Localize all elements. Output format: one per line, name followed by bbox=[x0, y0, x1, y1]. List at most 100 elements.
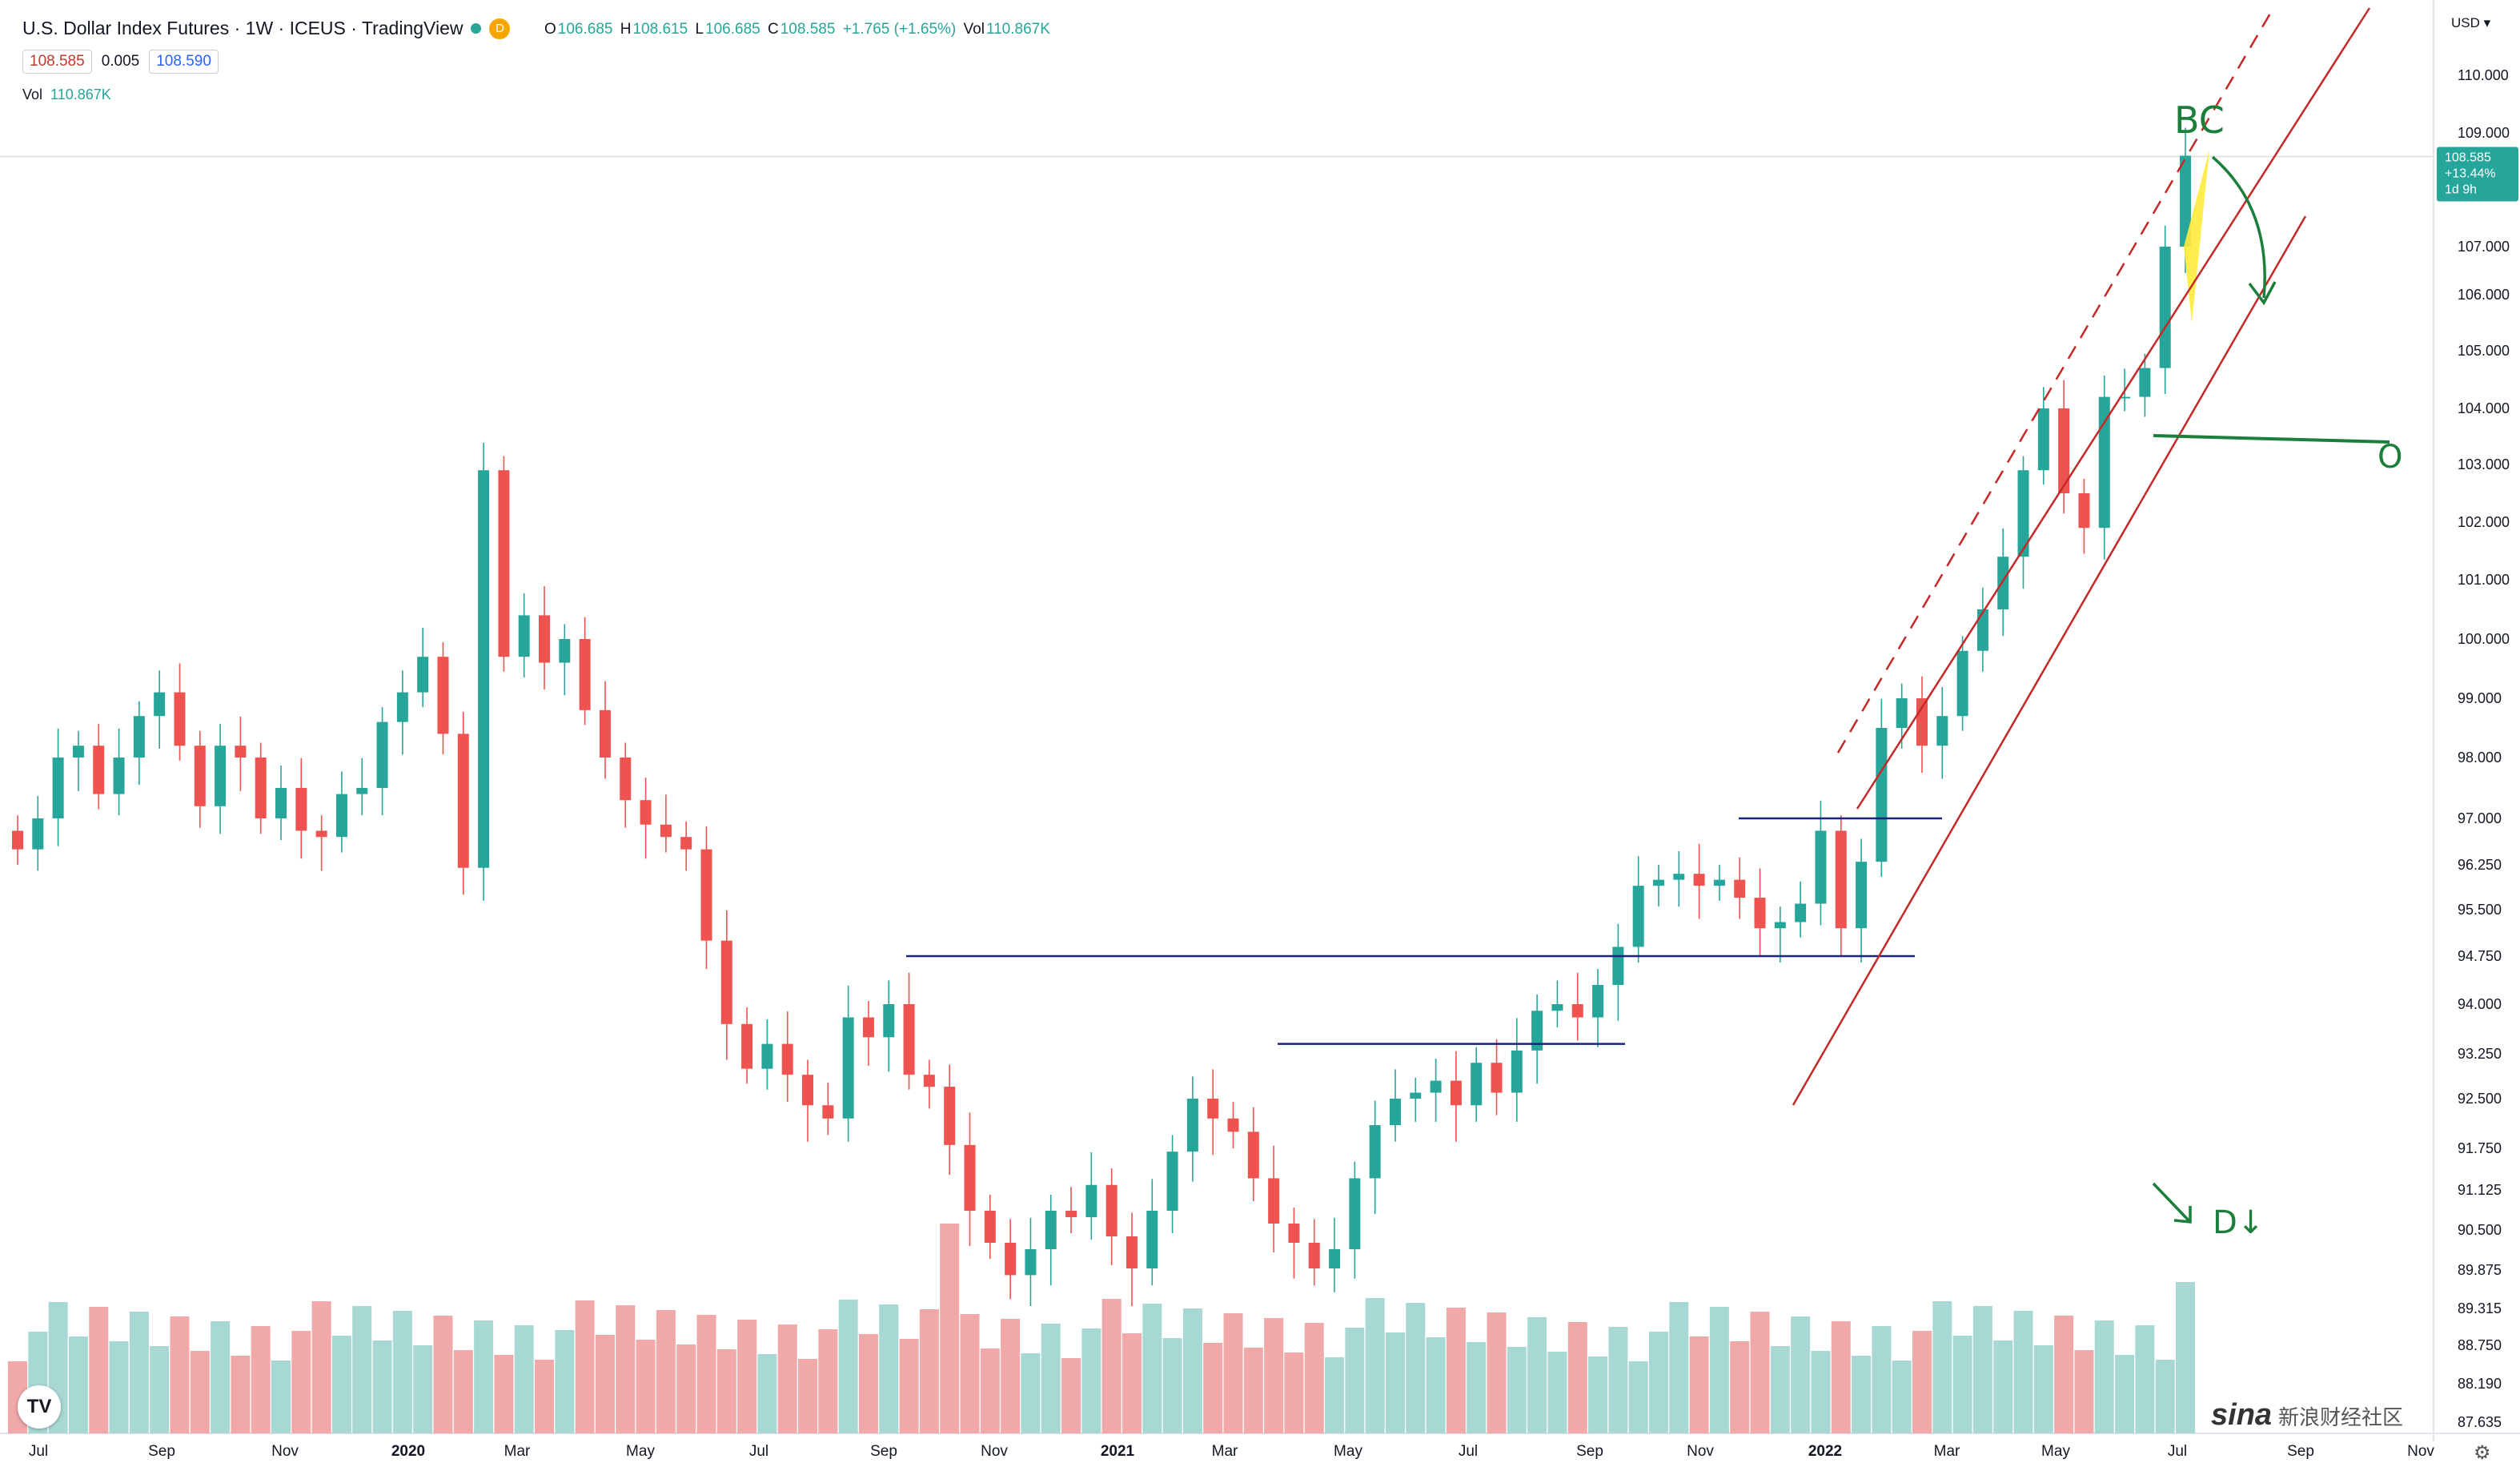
high-value: 108.615 bbox=[632, 21, 688, 38]
time-label: Sep bbox=[2287, 1443, 2314, 1460]
candle-body bbox=[1491, 1063, 1503, 1093]
price-series bbox=[12, 127, 2209, 1306]
candle-body bbox=[1329, 1249, 1341, 1268]
candle-body bbox=[842, 1017, 854, 1119]
candle-body bbox=[1065, 1211, 1077, 1217]
candle-body bbox=[1551, 1004, 1563, 1011]
candle-body bbox=[498, 470, 510, 657]
time-label: Sep bbox=[148, 1443, 175, 1460]
volume-bar bbox=[919, 1309, 939, 1433]
candle-body bbox=[1126, 1236, 1138, 1268]
volume-bar bbox=[433, 1316, 453, 1433]
price-label: 107.000 bbox=[2458, 239, 2510, 255]
volume-bar bbox=[2033, 1345, 2053, 1433]
volume-bar bbox=[89, 1307, 109, 1433]
candle-body bbox=[52, 758, 64, 818]
time-label: Sep bbox=[1576, 1443, 1603, 1460]
price-label: 105.000 bbox=[2458, 343, 2510, 359]
tradingview-logo-icon[interactable]: TV bbox=[18, 1385, 61, 1429]
candle-body bbox=[1369, 1125, 1381, 1179]
time-label: Mar bbox=[504, 1443, 531, 1460]
volume-bar bbox=[1243, 1348, 1263, 1433]
candle-body bbox=[376, 721, 388, 788]
volume-bar bbox=[899, 1339, 919, 1433]
volume-bar bbox=[858, 1334, 878, 1433]
volume-bar bbox=[1304, 1323, 1324, 1433]
volume-bar bbox=[1527, 1317, 1547, 1433]
candle-body bbox=[1166, 1151, 1178, 1211]
volume-bar bbox=[2155, 1360, 2175, 1433]
volume-bar bbox=[1021, 1353, 1041, 1433]
candle-body bbox=[174, 692, 186, 746]
volume-bar bbox=[1365, 1298, 1385, 1433]
sell-button[interactable]: 108.585 bbox=[22, 50, 92, 74]
volume-bar bbox=[1142, 1304, 1162, 1433]
gear-icon[interactable]: ⚙ bbox=[2474, 1442, 2491, 1464]
candle-body bbox=[1389, 1099, 1401, 1126]
candle-body bbox=[2078, 493, 2090, 529]
time-label: Mar bbox=[1212, 1443, 1238, 1460]
candle-body bbox=[1876, 728, 1888, 862]
candle-body bbox=[1815, 830, 1827, 904]
volume-legend[interactable]: Vol 110.867K bbox=[22, 86, 111, 102]
volume-bar bbox=[1385, 1332, 1405, 1433]
volume-bar bbox=[838, 1300, 858, 1433]
volume-bar bbox=[2135, 1325, 2155, 1433]
time-label: Sep bbox=[870, 1443, 897, 1460]
last-price-tag-text: 108.585 bbox=[2445, 151, 2491, 164]
delayed-badge[interactable]: D bbox=[489, 18, 511, 39]
candle-body bbox=[720, 940, 732, 1024]
candle-body bbox=[741, 1023, 753, 1069]
volume-bar bbox=[1852, 1356, 1872, 1433]
volume-bar bbox=[1831, 1321, 1851, 1433]
volume-bar bbox=[1203, 1343, 1223, 1433]
last-price-tag-text: 1d 9h bbox=[2445, 183, 2477, 196]
annotation-down-arrow bbox=[2211, 155, 2266, 299]
low-value: 106.685 bbox=[705, 21, 760, 38]
candle-body bbox=[356, 788, 368, 794]
candle-body bbox=[1247, 1131, 1259, 1179]
candle-body bbox=[660, 824, 672, 838]
candle-body bbox=[1531, 1011, 1543, 1051]
candle-body bbox=[335, 794, 347, 838]
candle-body bbox=[215, 746, 227, 806]
candle-body bbox=[1106, 1184, 1118, 1236]
candle-body bbox=[680, 837, 692, 850]
price-label: 103.000 bbox=[2458, 456, 2510, 472]
candle-body bbox=[2058, 408, 2070, 493]
price-label: 87.635 bbox=[2458, 1414, 2502, 1430]
symbol-title[interactable]: U.S. Dollar Index Futures · 1W · ICEUS ·… bbox=[22, 18, 463, 38]
price-label: 98.000 bbox=[2458, 750, 2502, 766]
watermark: sina 新浪财经社区 bbox=[2211, 1398, 2404, 1432]
candle-body bbox=[1936, 716, 1948, 746]
candle-body bbox=[1085, 1184, 1097, 1217]
buy-button[interactable]: 108.590 bbox=[149, 50, 219, 74]
annotation-bc: BC bbox=[2174, 98, 2225, 142]
candle-body bbox=[1045, 1211, 1057, 1249]
candle-body bbox=[559, 639, 571, 663]
price-axis: USD ▾ 110.000 109.000 107.000 106.000 105.000… bbox=[2437, 15, 2518, 1430]
volume-series bbox=[8, 1224, 2195, 1433]
volume-bar bbox=[251, 1326, 271, 1433]
price-label: 96.250 bbox=[2458, 857, 2502, 873]
volume-bar bbox=[636, 1340, 656, 1433]
candle-body bbox=[2180, 155, 2191, 247]
candle-body bbox=[1896, 698, 1908, 728]
volume-bar bbox=[2115, 1355, 2135, 1433]
candle-body bbox=[1856, 862, 1868, 929]
volume-bar bbox=[1952, 1336, 1972, 1433]
candle-body bbox=[1430, 1080, 1442, 1093]
candle-body bbox=[1146, 1211, 1158, 1268]
volume-bar bbox=[777, 1324, 797, 1433]
volume-bar bbox=[737, 1320, 757, 1433]
candle-body bbox=[437, 657, 449, 734]
candle-body bbox=[1835, 830, 1847, 929]
chart-header: U.S. Dollar Index Futures · 1W · ICEUS ·… bbox=[22, 18, 511, 39]
candle-body bbox=[133, 716, 145, 758]
volume-bar bbox=[1284, 1352, 1304, 1433]
candle-body bbox=[1956, 650, 1968, 717]
price-label: 93.250 bbox=[2458, 1046, 2502, 1062]
candle-body bbox=[1997, 557, 2009, 609]
